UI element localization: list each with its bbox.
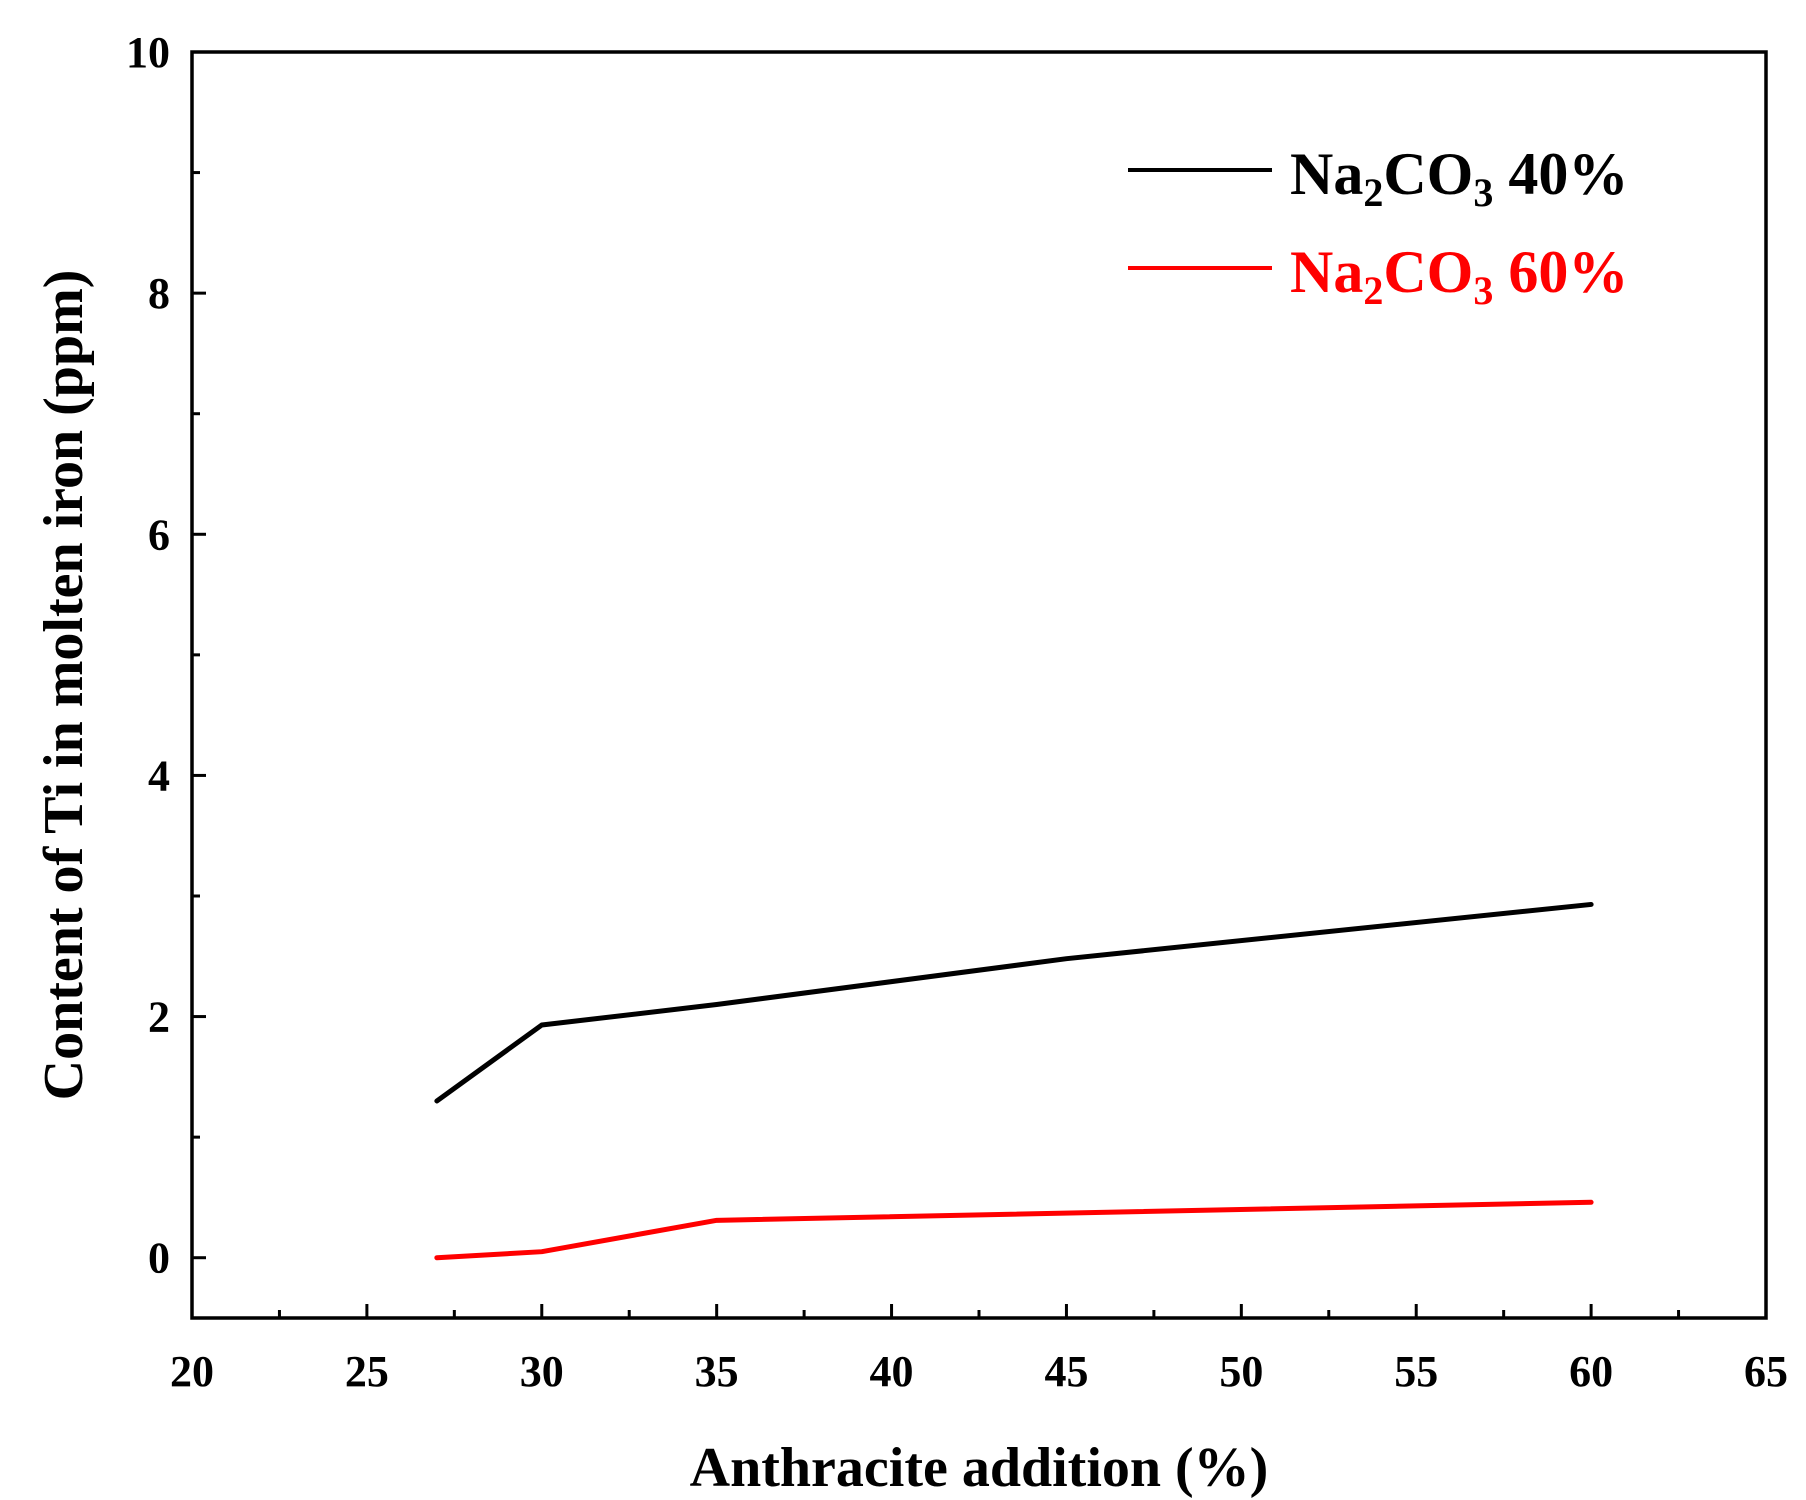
y-axis-title: Content of Ti in molten iron (ppm) bbox=[33, 270, 95, 1101]
series-layer bbox=[434, 901, 1594, 1261]
y-tick-label: 4 bbox=[148, 751, 170, 800]
y-tick-label: 10 bbox=[126, 28, 170, 77]
x-tick-label: 40 bbox=[870, 1347, 914, 1396]
x-tick-label: 35 bbox=[695, 1347, 739, 1396]
series-line-1 bbox=[434, 1199, 1594, 1261]
legend: Na2CO3 40% Na2CO3 60% bbox=[1128, 141, 1628, 313]
y-tick-label: 2 bbox=[148, 993, 170, 1042]
legend-item: Na2CO3 60% bbox=[1128, 239, 1628, 313]
series-line-0 bbox=[434, 901, 1594, 1104]
x-tick-label: 55 bbox=[1394, 1347, 1438, 1396]
x-tick-label: 60 bbox=[1569, 1347, 1613, 1396]
x-tick-label: 30 bbox=[520, 1347, 564, 1396]
x-tick-label: 65 bbox=[1744, 1347, 1788, 1396]
y-tick-label: 6 bbox=[148, 510, 170, 559]
legend-item: Na2CO3 40% bbox=[1128, 141, 1628, 215]
x-tick-label: 50 bbox=[1219, 1347, 1263, 1396]
legend-label: Na2CO3 40% bbox=[1290, 141, 1628, 215]
ticks-layer bbox=[190, 50, 1768, 1318]
x-tick-label: 45 bbox=[1044, 1347, 1088, 1396]
y-tick-label: 8 bbox=[148, 269, 170, 318]
x-tick-label: 20 bbox=[170, 1347, 214, 1396]
legend-label: Na2CO3 60% bbox=[1290, 239, 1628, 313]
y-tick-label: 0 bbox=[148, 1234, 170, 1283]
x-axis-title: Anthracite addition (%) bbox=[690, 1437, 1269, 1499]
tick-labels: 20 25 30 35 40 45 50 55 60 65 0 2 4 6 8 10 bbox=[126, 28, 1788, 1396]
x-tick-label: 25 bbox=[345, 1347, 389, 1396]
